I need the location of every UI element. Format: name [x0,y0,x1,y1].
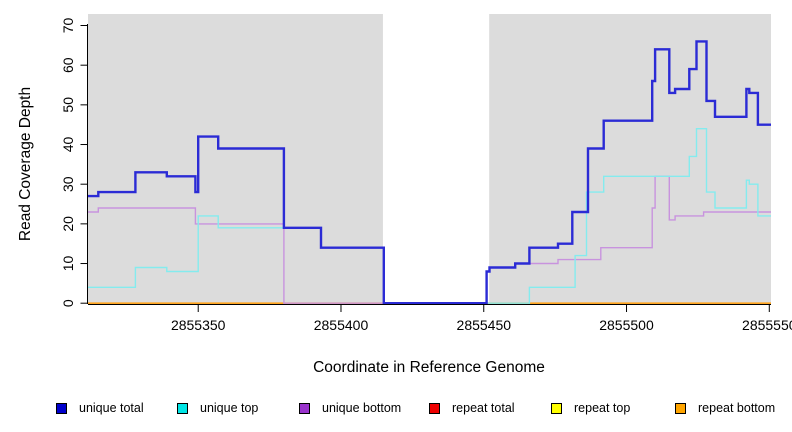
legend-label: repeat top [574,401,631,415]
x-axis-title: Coordinate in Reference Genome [313,359,545,376]
masked-region [382,14,490,304]
legend-label: unique total [79,401,144,415]
legend-label: repeat bottom [698,401,776,415]
legend-item-unique-top: unique top [177,398,258,418]
y-tick-label: 10 [60,256,76,272]
y-tick-label: 40 [60,137,76,153]
y-tick-label: 60 [60,57,76,73]
x-tick-label: 2855550 [742,317,792,333]
legend-label: unique bottom [322,401,402,415]
legend-swatch-repeat-total [429,402,440,414]
series-layer [88,40,771,305]
y-tick-label: 0 [60,299,76,307]
y-tick-label: 20 [60,216,76,232]
series-line-unique-bottom [88,175,771,304]
x-axis: 2855350 2855400 2855450 2855500 2855550 [88,304,792,333]
x-tick-label: 2855350 [171,317,226,333]
x-tick-label: 2855450 [457,317,512,333]
legend-swatch-repeat-bottom [675,402,686,414]
y-axis: 0 10 20 30 40 50 60 70 [60,18,88,307]
legend-label: repeat total [452,401,515,415]
series-line-unique-top [88,127,771,304]
legend-item-unique-bottom: unique bottom [299,398,401,418]
y-tick-label: 50 [60,97,76,113]
x-tick-label: 2855400 [314,317,369,333]
y-axis-title: Read Coverage Depth [17,87,34,241]
legend-swatch-repeat-top [551,402,562,414]
legend-swatch-unique-bottom [299,402,310,414]
legend-item-unique-total: unique total [56,398,144,418]
legend-item-repeat-top: repeat top [551,398,630,418]
legend-item-repeat-total: repeat total [429,398,515,418]
y-tick-label: 30 [60,176,76,192]
legend-label: unique top [200,401,259,415]
legend: unique total unique top unique bottom repea… [0,398,792,428]
plot-panel-layer [88,14,771,304]
x-tick-label: 2855500 [599,317,654,333]
series-line-unique-total [88,40,771,305]
legend-swatch-unique-top [177,402,188,414]
y-tick-label: 70 [60,18,76,34]
legend-item-repeat-bottom: repeat bottom [675,398,775,418]
legend-swatch-unique-total [56,402,67,414]
